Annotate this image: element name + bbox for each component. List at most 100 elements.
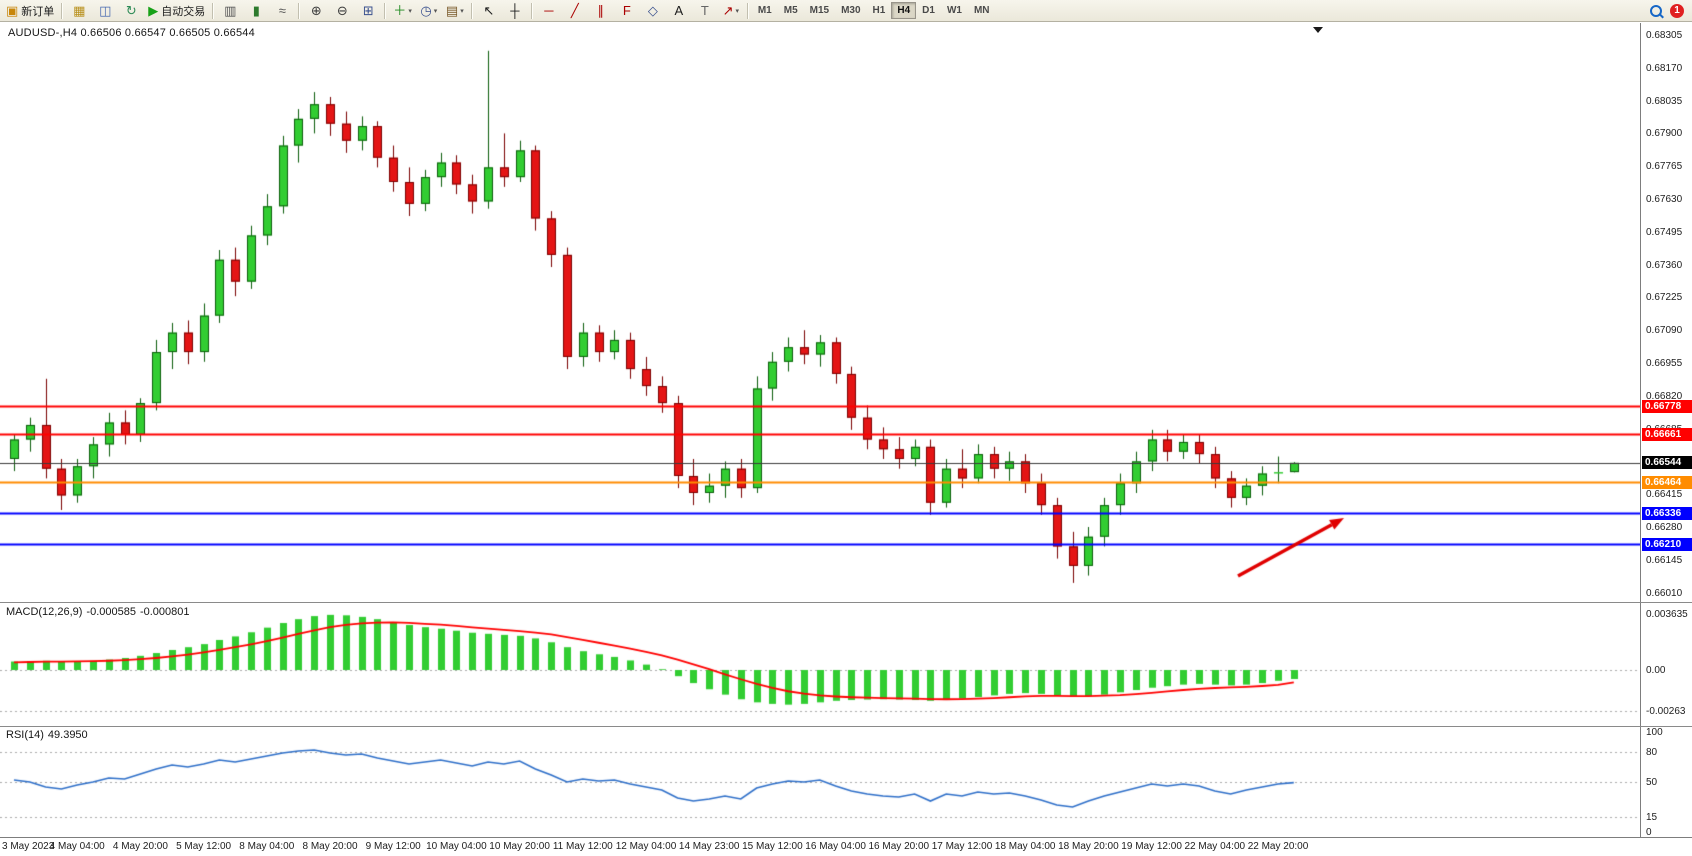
zoom-out-button[interactable]: ⊖ bbox=[330, 1, 354, 21]
toolbar-separator bbox=[298, 2, 301, 19]
text-label-icon: T bbox=[700, 3, 709, 18]
time-label: 5 May 12:00 bbox=[176, 841, 232, 852]
price-tag: 0.66544 bbox=[1642, 456, 1692, 470]
text-button[interactable]: A bbox=[667, 1, 691, 21]
bar-chart-button[interactable]: ▥ bbox=[218, 1, 242, 21]
price-tag: 0.66210 bbox=[1642, 537, 1692, 551]
new-order-button[interactable]: ▣ 新订单 bbox=[3, 1, 57, 21]
timeframe-w1-button[interactable]: W1 bbox=[946, 5, 962, 16]
price-tick: 0.67630 bbox=[1646, 194, 1683, 205]
horizontal-line-button[interactable]: ─ bbox=[537, 1, 561, 21]
time-label: 10 May 20:00 bbox=[489, 841, 550, 852]
fibonacci-icon: F bbox=[622, 3, 631, 18]
price-tick: 0.66955 bbox=[1646, 358, 1683, 369]
line-chart-icon: ≈ bbox=[278, 3, 286, 18]
timeframe-m1-button[interactable]: M1 bbox=[757, 5, 772, 16]
text-icon: A bbox=[674, 3, 684, 18]
timeframe-mn-button[interactable]: MN bbox=[973, 5, 990, 16]
tile-windows-button[interactable]: ⊞ bbox=[356, 1, 380, 21]
refresh-icon: ↻ bbox=[125, 3, 137, 18]
time-label: 3 May 2023 bbox=[2, 841, 55, 852]
timeframe-d1-button[interactable]: D1 bbox=[922, 5, 935, 16]
toolbar: ▣ 新订单 ▦ ◫ ↻ ▶ 自动交易 ▥ ▮ ≈ ⊕ ⊖ ⊞ ＋ ▾ ◷ ▾ ▤ ▾ ↖ ┼ ─ ╱ ∥ F ◇ A T ↗ ▾ M1 M5… bbox=[0, 0, 1692, 22]
periods-button[interactable]: ◷ ▾ bbox=[417, 1, 441, 21]
price-tick: 0.66010 bbox=[1646, 587, 1683, 599]
indicators-button[interactable]: ＋ ▾ bbox=[390, 1, 415, 21]
fibonacci-button[interactable]: F bbox=[615, 1, 639, 21]
autotrading-button[interactable]: ▶ 自动交易 bbox=[145, 1, 208, 21]
time-label: 19 May 12:00 bbox=[1121, 841, 1182, 852]
navigator-button[interactable]: ◫ bbox=[93, 1, 117, 21]
price-tick: 0.68170 bbox=[1646, 62, 1683, 74]
price-tick: 0.66145 bbox=[1646, 554, 1683, 566]
timeframe-h4-button[interactable]: H4 bbox=[891, 2, 917, 19]
panel-separator-rsi[interactable] bbox=[0, 726, 1692, 727]
toolbar-separator bbox=[470, 2, 473, 19]
price-tick: 0.66280 bbox=[1646, 522, 1683, 533]
navigator-icon: ◫ bbox=[99, 3, 112, 18]
candlestick-chart-button[interactable]: ▮ bbox=[244, 1, 268, 21]
macd-indicator-label: MACD(12,26,9) -0.000585 -0.000801 bbox=[6, 606, 194, 618]
toolbar-separator bbox=[384, 2, 387, 19]
trendline-button[interactable]: ╱ bbox=[563, 1, 587, 21]
panel-separator-macd[interactable] bbox=[0, 602, 1692, 603]
rsi-tick: 15 bbox=[1646, 812, 1658, 823]
caret-down-icon: ▾ bbox=[735, 7, 740, 15]
new-order-icon: ▣ bbox=[6, 3, 19, 18]
timeframe-m30-button[interactable]: M30 bbox=[841, 5, 861, 16]
macd-tick: -0.00263 bbox=[1646, 705, 1686, 717]
price-axis[interactable]: 0.68305 0.68170 0.68035 0.67900 0.67765 0.676… bbox=[1640, 23, 1692, 856]
trendline-icon: ╱ bbox=[570, 3, 579, 18]
macd-tick: 0.00 bbox=[1646, 665, 1666, 676]
rsi-indicator-label: RSI(14) 49.3950 bbox=[6, 729, 92, 741]
caret-down-icon: ▾ bbox=[460, 7, 464, 15]
indicators-icon: ＋ bbox=[393, 3, 407, 18]
price-tick: 0.67765 bbox=[1646, 161, 1683, 173]
charts-button[interactable]: ▦ bbox=[67, 1, 91, 21]
price-tag: 0.66661 bbox=[1642, 427, 1692, 441]
price-tick: 0.67225 bbox=[1646, 292, 1683, 304]
notification-badge[interactable]: 1 bbox=[1670, 3, 1684, 18]
price-tag: 0.66464 bbox=[1642, 475, 1692, 489]
zoom-in-button[interactable]: ⊕ bbox=[304, 1, 328, 21]
chart-symbol-ohlc: AUDUSD-,H4 0.66506 0.66547 0.66505 0.665… bbox=[8, 27, 255, 39]
timeframe-m5-button[interactable]: M5 bbox=[783, 5, 798, 16]
time-label: 11 May 12:00 bbox=[552, 841, 613, 852]
templates-icon: ▤ bbox=[445, 3, 459, 18]
timeframe-h1-button[interactable]: H1 bbox=[872, 5, 886, 16]
rsi-name: RSI(14) bbox=[6, 729, 44, 741]
cursor-button[interactable]: ↖ bbox=[477, 1, 501, 21]
timeframe-toolbar: M1 M5 M15 M30 H1 H4 D1 W1 MN bbox=[752, 2, 996, 19]
time-label: 17 May 12:00 bbox=[931, 841, 993, 852]
crosshair-icon: ┼ bbox=[510, 3, 520, 18]
toolbar-separator bbox=[212, 2, 215, 19]
tile-windows-icon: ⊞ bbox=[362, 3, 374, 18]
time-label: 22 May 20:00 bbox=[1247, 841, 1309, 852]
shapes-button[interactable]: ◇ bbox=[641, 1, 665, 21]
templates-button[interactable]: ▤ ▾ bbox=[443, 1, 467, 21]
cursor-icon: ↖ bbox=[483, 3, 495, 18]
rsi-value: 49.3950 bbox=[47, 729, 88, 741]
time-label: 18 May 20:00 bbox=[1058, 841, 1119, 852]
time-axis[interactable]: 3 May 2023 4 May 04:00 4 May 20:00 5 May 12… bbox=[0, 837, 1692, 856]
line-chart-button[interactable]: ≈ bbox=[270, 1, 294, 21]
chart-dropdown-icon[interactable] bbox=[1313, 27, 1323, 33]
autotrading-label: 自动交易 bbox=[161, 5, 206, 18]
timeframe-m15-button[interactable]: M15 bbox=[809, 5, 830, 16]
time-label: 16 May 04:00 bbox=[805, 841, 866, 852]
price-tick: 0.66820 bbox=[1646, 390, 1683, 402]
refresh-button[interactable]: ↻ bbox=[119, 1, 143, 21]
channel-button[interactable]: ∥ bbox=[589, 1, 613, 21]
time-label: 8 May 04:00 bbox=[239, 841, 295, 852]
time-label: 8 May 20:00 bbox=[302, 841, 358, 852]
price-tick: 0.67090 bbox=[1646, 325, 1683, 337]
text-label-button[interactable]: T bbox=[693, 1, 717, 21]
search-icon[interactable] bbox=[1650, 4, 1662, 17]
caret-down-icon: ▾ bbox=[433, 7, 438, 15]
time-label: 9 May 12:00 bbox=[365, 841, 421, 852]
crosshair-button[interactable]: ┼ bbox=[503, 1, 527, 21]
toolbar-right: 1 bbox=[1650, 3, 1684, 18]
arrows-button[interactable]: ↗ ▾ bbox=[719, 1, 743, 21]
time-label: 14 May 23:00 bbox=[678, 841, 740, 852]
